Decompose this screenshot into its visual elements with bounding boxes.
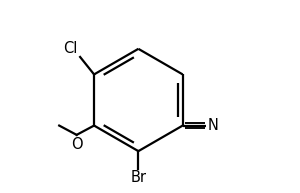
Text: Cl: Cl	[63, 41, 78, 56]
Text: N: N	[208, 118, 219, 133]
Text: O: O	[71, 137, 82, 152]
Text: Br: Br	[130, 170, 146, 185]
